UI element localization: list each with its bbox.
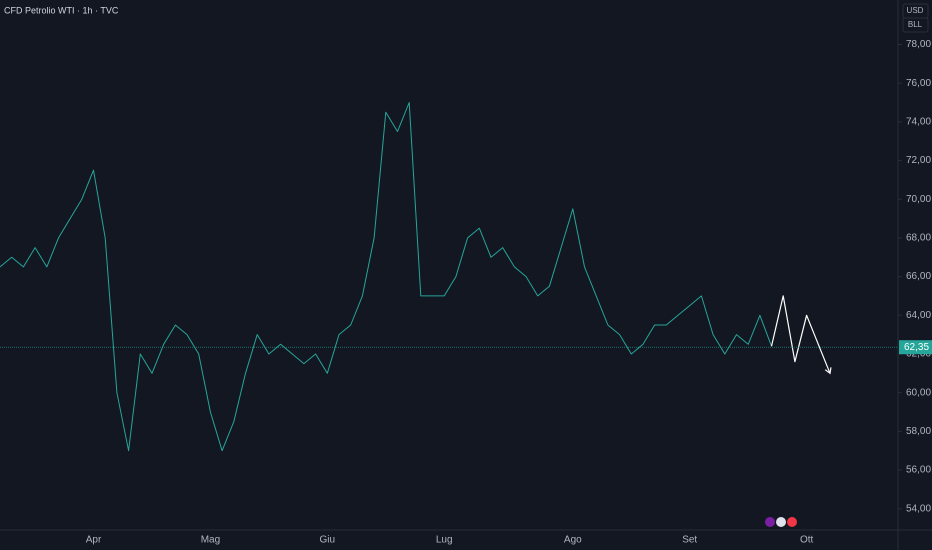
x-tick-label: Lug: [436, 535, 453, 546]
x-tick-label: Ago: [564, 535, 582, 546]
y-tick-label: 54,00: [906, 503, 931, 514]
event-icon[interactable]: [765, 517, 775, 527]
y-tick-label: 72,00: [906, 155, 931, 166]
arrow-head: [824, 367, 832, 375]
x-tick-label: Ott: [800, 535, 814, 546]
last-price-label: 62,35: [904, 342, 929, 353]
last-price-box: [899, 340, 932, 355]
y-tick-label: 60,00: [906, 387, 931, 398]
y-tick-label: 74,00: [906, 117, 931, 128]
unit[interactable]: BLL: [908, 20, 923, 29]
y-tick-label: 56,00: [906, 465, 931, 476]
x-tick-label: Mag: [201, 535, 220, 546]
y-tick-label: 76,00: [906, 78, 931, 89]
y-tick-label: 70,00: [906, 194, 931, 205]
unit-box[interactable]: [902, 17, 929, 33]
x-tick-label: Set: [682, 535, 697, 546]
event-icon[interactable]: [787, 517, 797, 527]
y-tick-label: 68,00: [906, 233, 931, 244]
currency[interactable]: USD: [907, 6, 924, 15]
y-tick-label: 64,00: [906, 310, 931, 321]
event-icon[interactable]: [776, 517, 786, 527]
y-tick-label: 58,00: [906, 426, 931, 437]
series-line: [0, 102, 772, 452]
x-tick-label: Apr: [86, 535, 102, 546]
series-line: [770, 295, 831, 374]
event-icons[interactable]: [765, 517, 797, 527]
y-tick-label: 78,00: [906, 39, 931, 50]
chart-title: CFD Petrolio WTI · 1h · TVC: [4, 5, 119, 15]
x-tick-label: Giu: [320, 535, 336, 546]
y-tick-label: 66,00: [906, 271, 931, 282]
